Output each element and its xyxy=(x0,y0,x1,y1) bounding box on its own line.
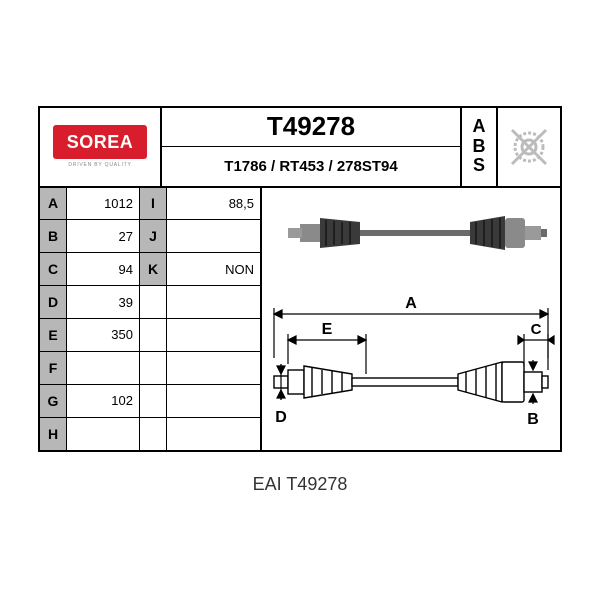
dim-label-d: D xyxy=(275,409,287,426)
spec-val xyxy=(67,418,140,450)
table-row: F xyxy=(40,352,260,385)
part-number: T49278 xyxy=(162,108,460,148)
spec-val: 88,5 xyxy=(167,188,260,220)
abs-a: A xyxy=(473,117,486,137)
body-row: A1012I88,5B27JC94KNOND39E350FG102H xyxy=(40,188,560,450)
spec-val xyxy=(167,220,260,252)
table-row: B27J xyxy=(40,220,260,253)
caption: EAI T49278 xyxy=(253,474,348,495)
spec-val: NON xyxy=(167,253,260,285)
spec-sheet: SOREA DRIVEN BY QUALITY T49278 T1786 / R… xyxy=(38,106,562,452)
spec-key: J xyxy=(140,220,167,252)
title-box: T49278 T1786 / RT453 / 278ST94 xyxy=(162,108,462,186)
spec-key: G xyxy=(40,385,67,417)
spec-key: A xyxy=(40,188,67,220)
brand-tagline: DRIVEN BY QUALITY xyxy=(68,162,131,168)
product-photo xyxy=(270,198,550,268)
spec-val: 1012 xyxy=(67,188,140,220)
spec-key: H xyxy=(40,418,67,450)
table-row: E350 xyxy=(40,319,260,352)
spec-val xyxy=(67,352,140,384)
spec-key: I xyxy=(140,188,167,220)
spec-val xyxy=(167,418,260,450)
table-row: A1012I88,5 xyxy=(40,188,260,221)
table-row: G102 xyxy=(40,385,260,418)
spec-key xyxy=(140,352,167,384)
spec-key: C xyxy=(40,253,67,285)
spec-val xyxy=(167,385,260,417)
spec-key: B xyxy=(40,220,67,252)
spec-val: 27 xyxy=(67,220,140,252)
spec-val: 350 xyxy=(67,319,140,351)
dim-label-a: A xyxy=(405,295,417,312)
dim-label-e: E xyxy=(322,321,333,338)
spec-key: D xyxy=(40,286,67,318)
diagram-area: A E C xyxy=(262,188,560,450)
spec-val xyxy=(167,319,260,351)
spec-val: 94 xyxy=(67,253,140,285)
header-row: SOREA DRIVEN BY QUALITY T49278 T1786 / R… xyxy=(40,108,560,188)
dim-label-c: C xyxy=(531,321,542,338)
table-row: H xyxy=(40,418,260,450)
table-row: D39 xyxy=(40,286,260,319)
dimension-diagram: A E C xyxy=(266,288,556,438)
spec-key xyxy=(140,418,167,450)
spec-key xyxy=(140,286,167,318)
abs-label: A B S xyxy=(462,108,498,186)
spec-key: K xyxy=(140,253,167,285)
spec-table: A1012I88,5B27JC94KNOND39E350FG102H xyxy=(40,188,262,450)
spec-key xyxy=(140,385,167,417)
table-row: C94KNON xyxy=(40,253,260,286)
spec-val: 39 xyxy=(67,286,140,318)
spec-val xyxy=(167,352,260,384)
spec-val xyxy=(167,286,260,318)
abs-s: S xyxy=(473,156,485,176)
abs-icon-box xyxy=(498,108,560,186)
gear-crossed-icon xyxy=(508,126,550,168)
brand-logo: SOREA xyxy=(53,125,147,159)
abs-b: B xyxy=(473,137,486,157)
spec-key: E xyxy=(40,319,67,351)
alt-refs: T1786 / RT453 / 278ST94 xyxy=(162,147,460,186)
brand-box: SOREA DRIVEN BY QUALITY xyxy=(40,108,162,186)
spec-key xyxy=(140,319,167,351)
dim-label-b: B xyxy=(527,411,539,428)
spec-key: F xyxy=(40,352,67,384)
spec-val: 102 xyxy=(67,385,140,417)
